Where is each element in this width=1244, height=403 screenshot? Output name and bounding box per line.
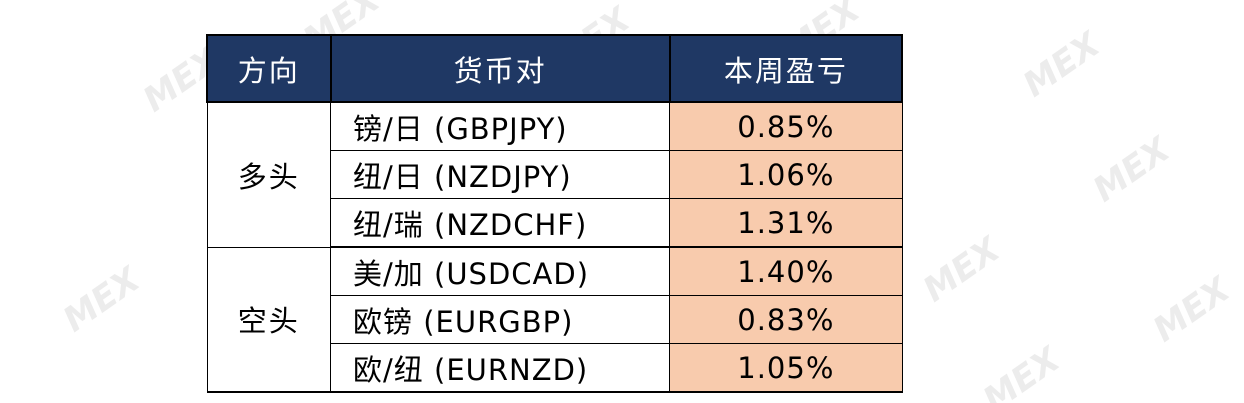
pair-cell: 纽/瑞 (NZDCHF) (330, 198, 671, 248)
weekly-pnl-table: 方向 货币对 本周盈亏 多头 镑/日 (GBPJPY) 0.85% 纽/日 (N… (206, 34, 904, 393)
watermark-logo: MEX (976, 339, 1068, 403)
header-direction: 方向 (206, 34, 332, 103)
pair-cell: 欧镑 (EURGBP) (330, 295, 671, 344)
header-weekly-pnl: 本周盈亏 (668, 34, 904, 103)
pnl-cell: 1.31% (669, 198, 903, 248)
watermark-logo: MEX (56, 259, 148, 341)
table-row: 多头 镑/日 (GBPJPY) 0.85% (206, 101, 903, 248)
table-row: 欧/纽 (EURNZD) 1.05% (207, 343, 903, 393)
watermark-logo: MEX (1146, 269, 1238, 351)
table-row: 空头 美/加 (USDCAD) 1.40% (206, 246, 903, 393)
pair-cell: 美/加 (USDCAD) (330, 246, 671, 296)
pnl-cell: 0.83% (669, 295, 903, 344)
watermark-logo: MEX (916, 229, 1008, 311)
watermark-logo: MEX (1086, 129, 1178, 211)
table-row: 欧镑 (EURGBP) 0.83% (207, 295, 903, 344)
pnl-cell: 1.40% (669, 246, 903, 296)
table-header-row: 方向 货币对 本周盈亏 (206, 34, 904, 103)
pnl-cell: 1.05% (669, 343, 903, 393)
direction-cell-short: 空头 (206, 246, 332, 393)
table-row: 纽/日 (NZDJPY) 1.06% (207, 150, 903, 199)
header-currency-pair: 货币对 (329, 34, 671, 103)
pair-cell: 镑/日 (GBPJPY) (330, 101, 671, 151)
pnl-cell: 0.85% (669, 101, 903, 151)
watermark-logo: MEX (1016, 24, 1108, 106)
pair-cell: 欧/纽 (EURNZD) (330, 343, 671, 393)
direction-cell-long: 多头 (206, 101, 332, 248)
table-row: 纽/瑞 (NZDCHF) 1.31% (207, 198, 903, 248)
pnl-cell: 1.06% (669, 150, 903, 199)
pair-cell: 纽/日 (NZDJPY) (330, 150, 671, 199)
